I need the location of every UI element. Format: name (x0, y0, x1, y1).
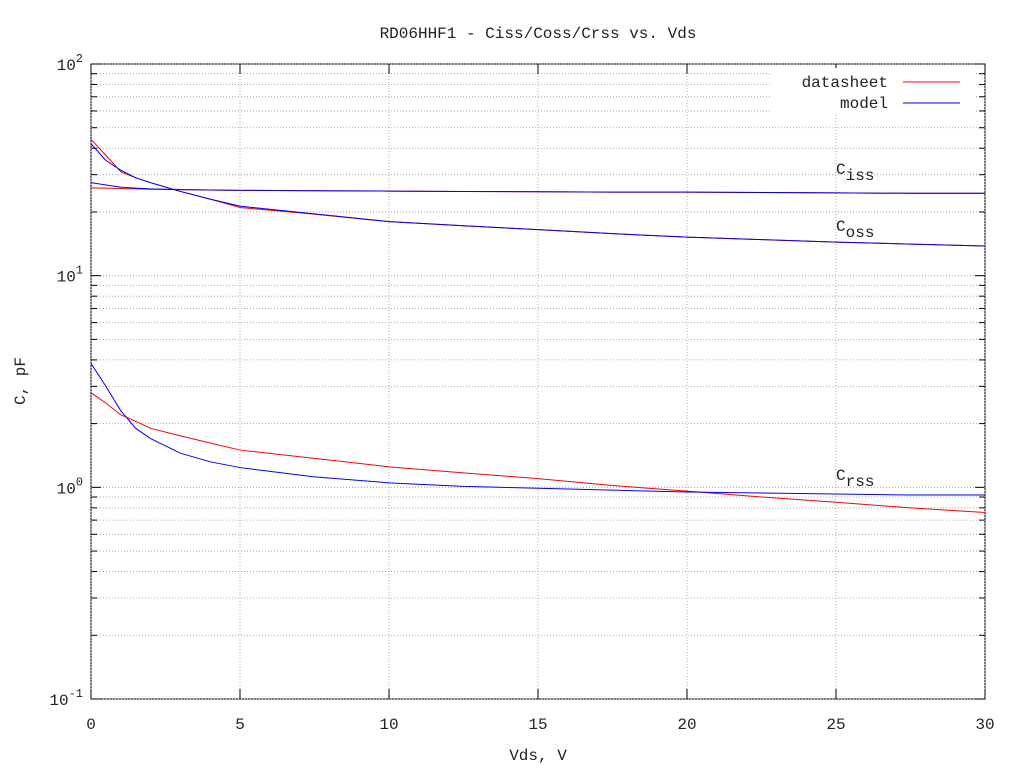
annotation-subscript: oss (846, 224, 875, 242)
x-tick-label: 0 (86, 716, 96, 734)
annotation-text: C (836, 218, 846, 236)
series-line (90, 143, 986, 247)
y-tick-label: 102 (57, 52, 83, 75)
series-line (90, 392, 986, 514)
series-line (90, 363, 985, 496)
y-tick-exponent: 1 (76, 264, 83, 278)
y-tick-base: 10 (57, 269, 76, 287)
y-tick-label: 101 (57, 264, 83, 287)
plot-frame (90, 63, 986, 700)
y-tick-label: 10-1 (49, 687, 83, 710)
y-tick-base: 10 (57, 57, 76, 75)
series-line (90, 182, 985, 194)
annotation-subscript: rss (846, 473, 875, 491)
x-tick-label: 15 (528, 716, 547, 734)
y-tick-exponent: 0 (76, 475, 83, 489)
x-tick-label: 10 (379, 716, 398, 734)
legend-label: model (840, 95, 888, 113)
y-axis-label: C, pF (12, 357, 30, 405)
x-tick-label: 20 (677, 716, 696, 734)
y-tick-base: 10 (57, 480, 76, 498)
annotation-text: C (836, 467, 846, 485)
y-tick-exponent: -1 (69, 687, 83, 701)
chart-title: RD06HHF1 - Ciss/Coss/Crss vs. Vds (380, 25, 697, 43)
annotation-text: C (836, 161, 846, 179)
y-tick-exponent: 2 (76, 52, 83, 66)
annotation-subscript: iss (846, 167, 875, 185)
legend-label: datasheet (802, 74, 888, 92)
annotation: Crss (836, 467, 874, 491)
y-tick-label: 100 (57, 475, 83, 498)
x-tick-label: 30 (975, 716, 994, 734)
y-tick-base: 10 (49, 692, 68, 710)
x-axis-label: Vds, V (509, 747, 567, 765)
x-tick-label: 25 (826, 716, 845, 734)
legend-box (770, 68, 975, 114)
annotation: Ciss (836, 161, 874, 185)
x-tick-label: 5 (235, 716, 245, 734)
annotation: Coss (836, 218, 874, 242)
